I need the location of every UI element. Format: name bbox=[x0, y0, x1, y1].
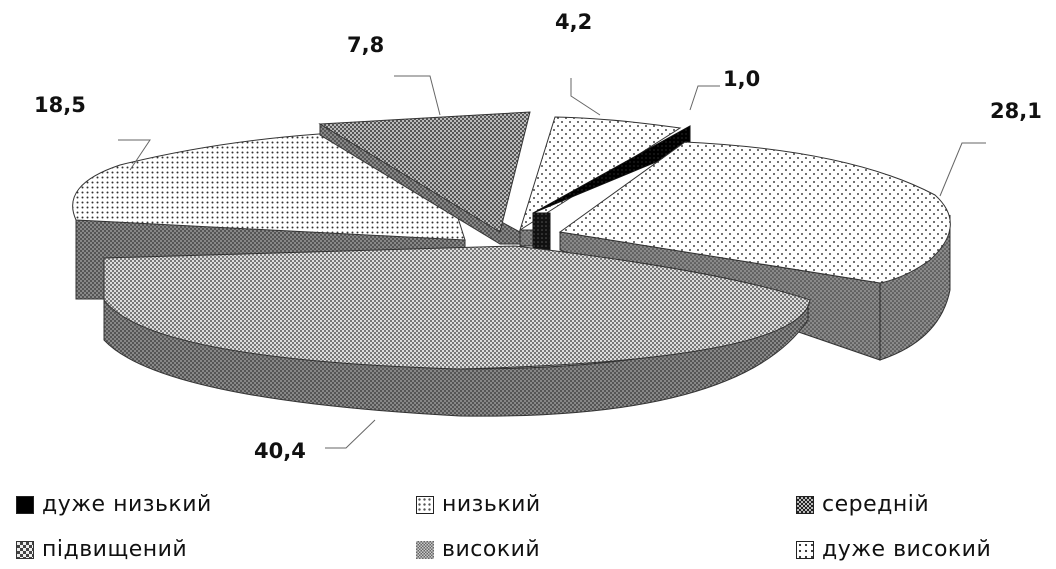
legend-swatch-very-low bbox=[16, 495, 34, 514]
legend-item-elevated: підвищений bbox=[16, 537, 187, 562]
legend-label-elevated: підвищений bbox=[42, 537, 188, 562]
data-label-high: 7,8 bbox=[347, 33, 384, 57]
slice-high bbox=[318, 111, 531, 233]
leader-line-28-1 bbox=[939, 142, 986, 197]
slice-very-low bbox=[532, 125, 691, 214]
leader-line-18-5 bbox=[118, 139, 151, 171]
data-label-medium: 40,4 bbox=[254, 439, 306, 463]
leader-line-1-0 bbox=[689, 85, 720, 111]
legend-item-very-low: дуже низький bbox=[16, 492, 212, 517]
legend-label-very-low: дуже низький bbox=[42, 492, 212, 517]
legend-item-high: високий bbox=[416, 537, 540, 562]
slice-group-medium bbox=[103, 245, 811, 417]
data-label-very-high: 28,1 bbox=[990, 99, 1042, 123]
legend-swatch-low bbox=[416, 495, 434, 514]
legend-item-low: низький bbox=[416, 492, 541, 517]
slice-side-very-low bbox=[532, 212, 551, 252]
legend-swatch-medium bbox=[796, 495, 814, 514]
legend-item-very-high: дуже високий bbox=[796, 537, 991, 562]
legend-swatch-very-high bbox=[796, 540, 814, 559]
data-label-very-low: 1,0 bbox=[723, 67, 760, 91]
legend-label-low: низький bbox=[442, 492, 541, 517]
slice-group-high bbox=[318, 111, 531, 245]
leader-line-7-8 bbox=[394, 75, 441, 116]
leader-line-4-2 bbox=[570, 78, 601, 116]
pie-chart: 1,0 4,2 40,4 18,5 7,8 28,1 bbox=[34, 10, 1042, 463]
data-label-low: 4,2 bbox=[555, 10, 592, 34]
legend: дуже низький низький середній підвищений… bbox=[0, 486, 1056, 569]
legend-label-medium: середній bbox=[822, 492, 930, 517]
legend-label-very-high: дуже високий bbox=[822, 537, 992, 562]
legend-label-high: високий bbox=[442, 537, 541, 562]
legend-swatch-high bbox=[416, 540, 434, 559]
slice-medium bbox=[103, 245, 811, 370]
leader-line-40-4 bbox=[325, 419, 376, 449]
legend-swatch-elevated bbox=[16, 540, 34, 559]
slice-very-high bbox=[558, 141, 951, 284]
data-label-elevated: 18,5 bbox=[34, 93, 86, 117]
legend-item-medium: середній bbox=[796, 492, 929, 517]
